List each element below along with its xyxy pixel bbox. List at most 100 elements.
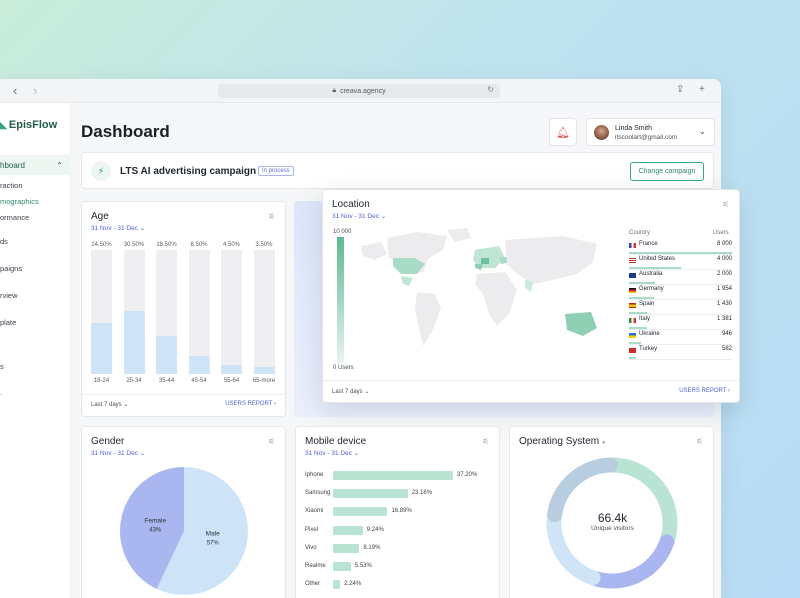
country-name: Spain xyxy=(639,301,655,307)
filter-icon[interactable]: ⚟ xyxy=(268,212,276,221)
filter-icon[interactable]: ⚟ xyxy=(696,437,704,446)
mobile-bar[interactable] xyxy=(333,580,341,590)
sidebar-subitem-demographics[interactable]: mographics xyxy=(0,197,39,206)
flag-icon xyxy=(629,273,636,278)
country-bar xyxy=(629,312,648,314)
sidebar-item-overview[interactable]: rview xyxy=(0,291,18,300)
info-icon[interactable]: ● xyxy=(601,440,606,446)
table-row[interactable]: France 8 000 xyxy=(629,240,732,255)
chevron-down-icon: ⌄ xyxy=(139,450,146,457)
flag-icon xyxy=(629,258,636,263)
share-icon[interactable]: ⇪ xyxy=(676,84,685,95)
os-center-value: 66.4k xyxy=(597,511,628,525)
user-name: Linda Smith xyxy=(615,125,652,132)
gender-pie-slice[interactable] xyxy=(156,467,249,595)
os-donut-segment[interactable] xyxy=(546,509,601,586)
table-row[interactable]: Germany 1 954 xyxy=(629,285,732,300)
age-users-report-link[interactable]: USERS REPORT › xyxy=(225,401,276,407)
sidebar: ◣ EpisFlow hboard ⌃ raction mographics o… xyxy=(0,103,71,598)
map-region-south-america xyxy=(415,292,441,346)
sidebar-item-settings[interactable]: s xyxy=(0,362,4,371)
age-title: Age xyxy=(91,211,109,222)
country-users: 1 954 xyxy=(716,286,732,292)
table-row[interactable]: Turkey 582 xyxy=(629,345,732,360)
map-region-alaska xyxy=(361,242,387,260)
flag-icon xyxy=(629,333,636,338)
age-bar[interactable] xyxy=(156,335,177,374)
age-bar[interactable] xyxy=(188,356,210,374)
table-row[interactable]: Australia 2 000 xyxy=(629,270,732,285)
mobile-bar[interactable] xyxy=(333,525,363,535)
sidebar-item-template[interactable]: plate xyxy=(0,318,17,327)
reload-icon[interactable]: ↻ xyxy=(487,85,494,94)
filter-icon[interactable]: ⚟ xyxy=(482,437,490,446)
age-bar[interactable] xyxy=(91,323,112,374)
user-menu[interactable]: Linda Smith itscoolart@gmail.com ⌄ xyxy=(586,118,715,146)
location-users-report-link[interactable]: USERS REPORT › xyxy=(679,388,730,394)
age-date-range[interactable]: 31 Nov - 31 Dec ⌄ xyxy=(91,224,145,232)
mobile-date-range[interactable]: 31 Nov - 31 Dec ⌄ xyxy=(305,449,359,457)
gender-slice-label: Male xyxy=(206,530,220,537)
location-date-range[interactable]: 31 Nov - 31 Dec ⌄ xyxy=(332,212,386,220)
age-period-select[interactable]: Last 7 days ⌄ xyxy=(91,401,128,408)
country-users: 582 xyxy=(721,346,732,352)
change-campaign-button[interactable]: Change campaign xyxy=(630,162,704,181)
sidebar-item-campaigns[interactable]: paigns xyxy=(0,264,23,273)
age-date-range-text: 31 Nov - 31 Dec xyxy=(91,225,138,232)
scale-max-label: 10 000 xyxy=(333,229,352,235)
age-bar-value-label: 18.50% xyxy=(156,242,177,248)
notification-button[interactable]: 🔔︎ xyxy=(549,118,577,146)
country-users: 4 000 xyxy=(716,256,732,262)
new-tab-icon[interactable]: + xyxy=(699,84,705,95)
mobile-bar-value-label: 5.53% xyxy=(354,563,372,569)
location-card: Location 31 Nov - 31 Dec ⌄ ⚟ 10 000 0 Us… xyxy=(322,189,740,403)
gender-slice-pct: 43% xyxy=(149,528,162,534)
filter-icon[interactable]: ⚟ xyxy=(268,437,276,446)
age-category-label: 18-24 xyxy=(93,378,110,384)
age-bar[interactable] xyxy=(123,310,145,374)
table-row[interactable]: United States 4 000 xyxy=(629,255,732,270)
country-bar xyxy=(629,327,647,329)
age-bar[interactable] xyxy=(221,364,242,374)
sidebar-item-other[interactable]: . xyxy=(0,388,3,397)
mobile-category-label: Iphone xyxy=(305,472,324,478)
filter-icon[interactable]: ⚟ xyxy=(722,200,730,209)
country-name: Germany xyxy=(639,286,664,292)
mobile-bar[interactable] xyxy=(333,543,360,553)
mobile-category-label: Vivo xyxy=(305,544,317,551)
mobile-bar[interactable] xyxy=(333,471,453,480)
table-row[interactable]: Italy 1 381 xyxy=(629,315,732,330)
mobile-bar[interactable] xyxy=(333,562,351,571)
mobile-category-label: Other xyxy=(305,581,321,588)
sidebar-item-dashboard[interactable]: hboard ⌃ xyxy=(0,155,71,175)
age-category-label: 35-44 xyxy=(158,378,175,384)
age-card: Age 31 Nov - 31 Dec ⌄ ⚟ 24.50% 18-24 30.50… xyxy=(81,201,286,417)
os-donut-segment[interactable] xyxy=(605,457,678,547)
gender-card: Gender 31 Nov - 31 Dec ⌄ ⚟ Male 57% Female… xyxy=(81,426,286,598)
gender-date-range[interactable]: 31 Nov - 31 Dec ⌄ xyxy=(91,449,145,457)
browser-titlebar: ‹ › 🔒︎ creava.agency ↻ ⇪ + xyxy=(0,79,721,103)
age-bar-track xyxy=(156,250,177,374)
mobile-bar[interactable] xyxy=(333,489,408,499)
flag-icon xyxy=(629,303,636,308)
arrow-right-icon: › xyxy=(728,388,730,394)
age-bar[interactable] xyxy=(253,366,275,374)
sidebar-subitem-interaction[interactable]: raction xyxy=(0,181,23,190)
gender-pie-slice[interactable] xyxy=(120,467,184,589)
sidebar-subitem-performance[interactable]: ormance xyxy=(0,213,30,222)
os-donut-segment[interactable] xyxy=(588,534,675,589)
map-region-asia xyxy=(505,236,597,284)
age-category-label: 55-64 xyxy=(223,378,240,384)
sidebar-item-ads[interactable]: ds xyxy=(0,237,8,246)
url-bar[interactable]: 🔒︎ creava.agency ↻ xyxy=(218,84,500,98)
forward-arrow-icon[interactable]: › xyxy=(33,83,38,98)
map-region-mexico xyxy=(401,276,413,286)
mobile-bar[interactable] xyxy=(333,507,388,517)
divider xyxy=(323,380,739,381)
table-row[interactable]: Spain 1 430 xyxy=(629,300,732,315)
os-donut-segment[interactable] xyxy=(547,457,618,523)
flag-icon xyxy=(629,243,636,248)
back-arrow-icon[interactable]: ‹ xyxy=(13,83,18,98)
table-row[interactable]: Ukraine 946 xyxy=(629,330,732,345)
location-period-select[interactable]: Last 7 days ⌄ xyxy=(332,388,369,395)
